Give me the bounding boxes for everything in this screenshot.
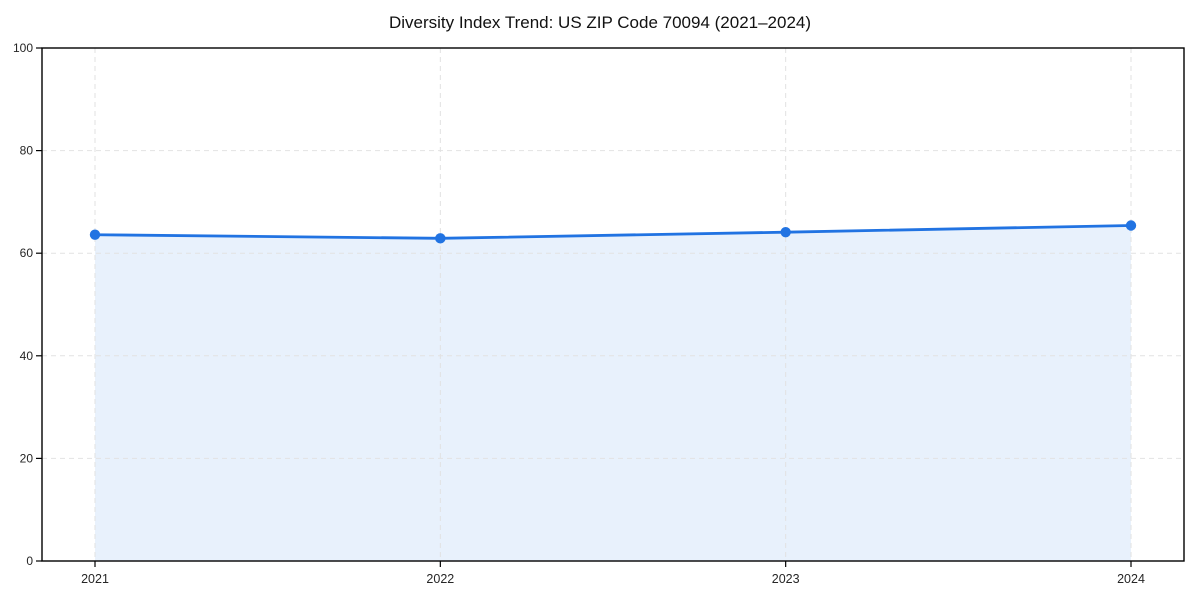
area-fill [95, 225, 1131, 562]
y-tick-label: 20 [20, 451, 34, 465]
data-point [89, 229, 101, 240]
data-point [435, 233, 446, 244]
plot-border [41, 47, 1185, 562]
x-tick-label: 2023 [772, 572, 800, 586]
trend-line [93, 224, 1133, 240]
x-tick-label: 2022 [426, 572, 454, 586]
chart-title: Diversity Index Trend: US ZIP Code 70094… [388, 13, 812, 32]
x-tick-label: 2021 [81, 572, 109, 586]
x-tick-label: 2024 [1117, 572, 1145, 586]
y-tick-label: 80 [20, 144, 34, 158]
y-tick-label: 0 [26, 554, 33, 568]
y-tick-label: 100 [13, 41, 33, 55]
data-point [780, 226, 791, 238]
y-tick-label: 60 [20, 246, 34, 260]
y-tick-label: 40 [20, 349, 34, 363]
data-point [1125, 220, 1137, 231]
